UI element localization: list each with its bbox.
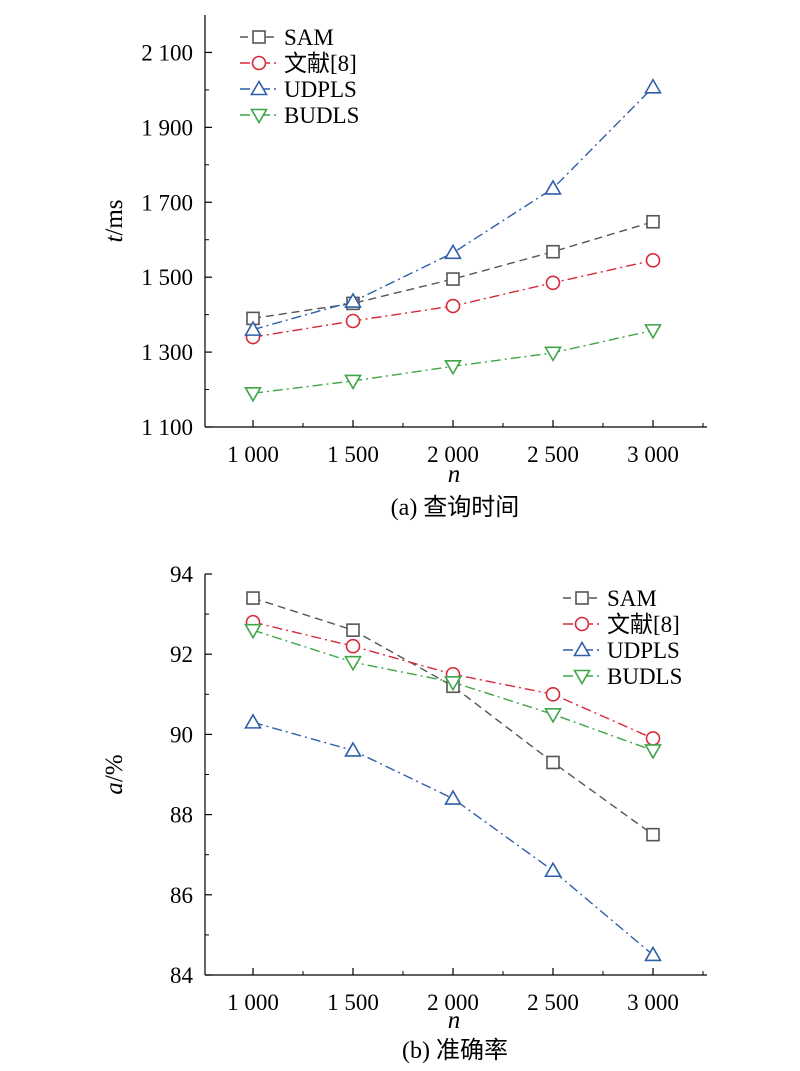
data-point [644,945,662,962]
y-tick-label: 2 100 [141,40,193,65]
y-axis-title: a/% [101,754,128,794]
data-point [546,244,560,259]
data-point [445,298,461,314]
data-point [346,623,360,637]
y-axis-title: t/ms [101,199,128,242]
x-tick-label: 1 000 [227,990,279,1015]
series-budls [244,623,662,760]
series-8 [245,614,661,746]
x-tick-label: 2 500 [527,442,579,467]
data-point [344,374,362,391]
series-udpls [244,713,662,962]
series-8 [245,253,661,345]
data-point [344,655,362,672]
data-point [244,623,262,640]
legend-label: SAM [607,586,657,611]
y-tick-label: 1 500 [141,265,193,290]
data-point [344,292,362,308]
legend-label: UDPLS [607,638,680,663]
data-point [244,713,262,729]
data-point [646,214,660,229]
y-tick-label: 84 [170,963,194,988]
y-tick-label: 92 [170,642,193,667]
y-tick-label: 88 [170,803,193,828]
chart-caption: (a) 查询时间 [391,494,520,521]
legend-marker [573,640,591,657]
legend-marker [250,79,268,96]
y-tick-label: 94 [170,562,194,587]
x-axis-title: n [448,461,461,488]
legend-label: SAM [284,25,334,50]
data-point [646,827,660,842]
y-tick-label: 86 [170,883,193,908]
data-point [644,324,662,340]
data-point [546,755,560,770]
legend-marker [252,30,266,44]
data-point [444,675,462,692]
legend-label: BUDLS [607,664,682,689]
x-tick-label: 2 500 [527,990,579,1015]
series-line [252,597,654,836]
data-point [444,789,462,805]
data-point [345,638,361,654]
y-tick-label: 1 300 [141,340,193,365]
legend-label: BUDLS [284,103,359,128]
data-point [544,861,562,878]
legend-label: 文献[8] [607,612,680,637]
x-tick-label: 1 000 [227,442,279,467]
legend-marker [575,591,589,605]
series-line [252,259,654,338]
legend-marker [573,669,591,686]
y-tick-label: 90 [170,722,193,747]
data-point [244,320,262,336]
data-point [344,741,362,757]
y-tick-label: 1 900 [141,115,193,140]
data-point [545,686,561,702]
legend-label: 文献[8] [284,51,357,76]
data-point [446,272,460,286]
data-point [645,253,661,268]
chart-query-time: 1 100 1 300 1 500 1 700 1 900 2 100 1 000 1 500… [101,15,707,521]
y-tick-label: 1 100 [141,415,193,440]
data-point [244,386,262,403]
data-point [444,243,462,260]
data-point [644,744,662,760]
data-point [545,275,561,291]
series-udpls [244,78,662,336]
legend-marker [250,108,268,125]
chart-accuracy: 84 86 88 90 92 94 1 000 1 500 2 000 2 500 3 000 n a/… [101,562,707,1064]
x-tick-label: 3 000 [627,442,679,467]
x-tick-label: 2 000 [427,990,479,1015]
data-point [544,179,562,195]
y-tick-label: 1 700 [141,190,193,215]
data-point [246,591,260,605]
x-tick-label: 2 000 [427,442,479,467]
series-line [252,221,654,320]
data-point [645,731,661,746]
x-axis-title: n [448,1007,461,1034]
x-tick-label: 3 000 [627,990,679,1015]
data-point [444,360,462,376]
legend-label: UDPLS [284,77,357,102]
x-tick-label: 1 500 [327,442,379,467]
data-point [345,313,361,329]
legend-marker [251,55,267,71]
data-point [644,78,662,94]
x-tick-label: 1 500 [327,990,379,1015]
chart-caption: (b) 准确率 [402,1037,508,1064]
series-budls [244,324,662,403]
data-point [544,708,562,724]
data-point [544,346,562,362]
series-line [252,721,654,956]
legend-marker [574,616,590,632]
